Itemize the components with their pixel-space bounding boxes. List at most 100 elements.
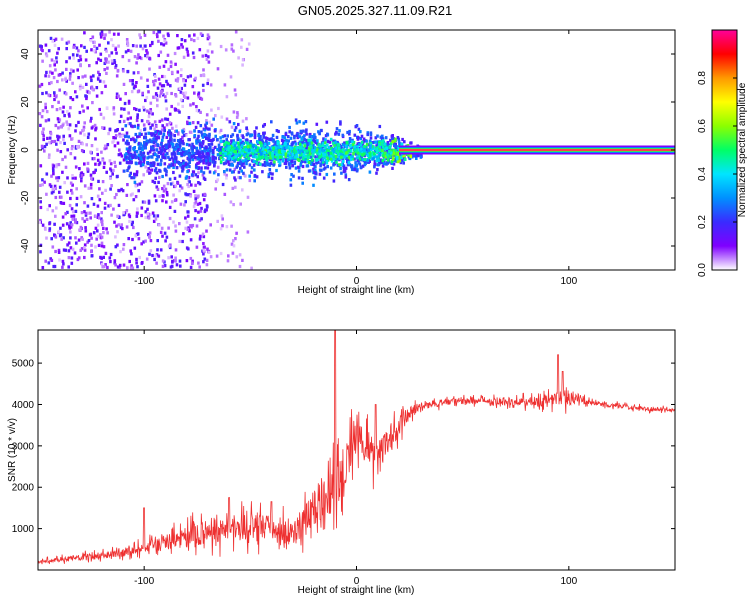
spectrogram-cell [245,133,249,137]
spectrogram-cell [139,152,143,156]
spectrogram-cell [309,138,313,142]
spectrogram-cell [391,166,394,170]
spectrogram-cell [77,139,81,143]
spectrogram-cell [41,109,45,113]
spectrogram-cell [64,92,68,96]
spectrogram-cell [265,160,269,164]
spectrogram-cell [223,134,227,138]
spectrogram-cell [121,127,124,131]
spectrogram-cell [108,127,112,131]
spectrogram-cell [62,201,66,205]
spectrogram-cell [348,132,351,136]
spectrogram-cell [219,139,223,143]
spectrogram-cell [193,129,196,133]
spectrogram-cell [385,148,388,152]
spectrogram-cell [352,140,356,145]
spectrogram-cell [41,223,45,227]
spectrogram-cell [105,170,108,174]
spectrogram-cell [236,133,239,137]
spectrogram-cell [289,136,293,140]
spectrogram-cell [331,148,335,152]
spectrogram-cell [324,149,328,153]
spectrogram-cell [144,44,147,48]
spectrogram-cell [181,169,184,173]
spectrogram-cell [168,157,172,161]
spectrogram-cell [243,153,246,157]
spectrogram-cell [120,107,123,111]
spectrogram-cell [371,157,375,161]
spectrogram-cell [138,182,142,186]
spectrogram-cell [157,254,161,258]
spectrogram-cell [296,146,300,150]
spectrogram-cell [83,162,86,166]
spectrogram-cell [206,163,210,167]
spectrogram-cell [102,126,106,130]
spectrogram-cell [168,177,172,181]
spectrogram-cell [179,138,183,142]
spectrogram-cell [66,122,69,126]
spectrogram-cell [353,144,356,149]
spectrogram-cell [74,220,77,224]
spectrogram-cell [159,50,163,54]
spectrogram-cell [86,240,89,244]
spectrogram-cell [236,161,240,165]
spectrogram-cell [83,210,86,214]
spectrogram-cell [180,38,184,42]
spectrogram-cell [323,153,327,157]
spectrogram-cell [216,153,220,157]
spectrogram-cell [385,161,389,165]
spectrogram-cell [313,168,317,172]
spectrogram-cell [326,156,329,160]
spectrogram-cell [180,186,184,190]
spectrogram-cell [146,169,149,173]
spectrogram-cell [149,213,152,217]
spectrogram-cell [278,161,282,165]
spectrogram-cell [205,119,208,123]
spectrogram-cell [210,108,213,112]
spectrogram-cell [149,138,152,142]
spectrogram-cell [192,189,196,193]
spectrogram-cell [293,152,297,157]
spectrogram-cell [198,201,202,206]
spectrogram-cell [197,161,201,165]
spectrogram-cell [326,148,329,152]
spectrogram-cell [56,148,59,152]
spectrogram-cell [132,147,135,151]
spectrogram-cell [135,257,138,261]
spectrogram-cell [154,139,158,143]
spectrogram-cell [284,142,287,146]
spectrogram-cell [248,148,251,153]
spectrogram-cell [228,154,231,158]
spectrogram-cell [185,47,189,51]
spectrogram-cell [41,130,44,134]
spectrogram-cell [154,152,157,157]
spectrogram-cell [280,138,284,142]
spectrogram-cell [132,176,136,180]
spectrogram-cell [279,145,283,149]
spectrogram-cell [234,185,237,189]
spectrogram-cell [191,148,194,152]
spectrogram-cell [235,141,238,145]
spectrogram-cell [148,57,152,61]
spectrogram-cell [347,148,350,153]
spectrogram-cell [136,135,139,139]
spectrogram-cell [145,139,149,143]
spectrogram-cell [360,134,364,138]
spectrogram-cell [275,129,279,133]
spectrogram-cell [341,155,344,159]
spectrogram-cell [55,165,58,169]
colorbar-ticks: 0.00.20.40.60.8 [697,71,737,277]
spectrogram-cell [267,141,271,145]
spectrogram-cell [95,86,99,90]
spectrogram-cell [178,110,181,114]
spectrogram-cell [288,154,291,158]
spectrogram-cell [134,132,138,137]
spectrogram-cell [174,78,178,82]
spectrogram-cell [183,83,187,87]
spectrogram-cell [81,142,84,146]
spectrogram-cell [194,183,197,187]
snr-xtick-label: -100 [134,576,154,587]
spectrogram-cell [135,170,139,174]
spectrogram-cell [97,216,101,220]
spectrogram-cell [363,152,366,156]
